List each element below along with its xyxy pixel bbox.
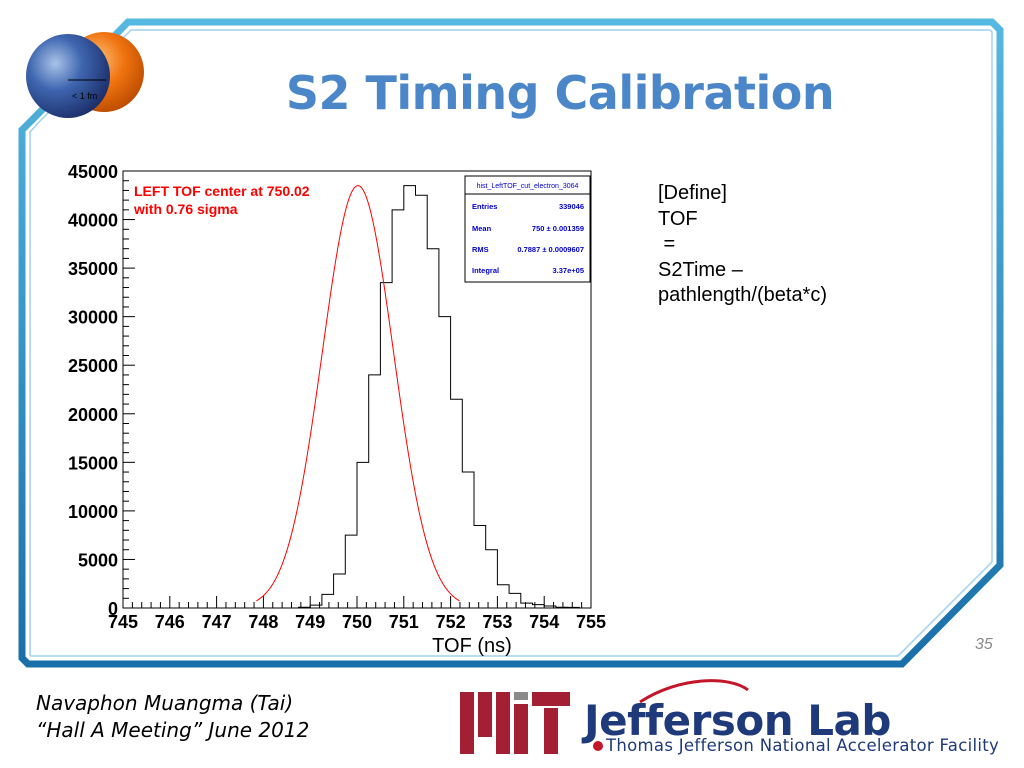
x-tick-label: 752 (436, 612, 466, 632)
y-tick-label: 30000 (68, 308, 118, 328)
x-tick-label: 753 (482, 612, 512, 632)
x-tick-label: 749 (295, 612, 325, 632)
y-tick-label: 35000 (68, 259, 118, 279)
stats-box: hist_LeftTOF_cut_electron_3064 Entries 3… (464, 175, 591, 283)
x-tick-label: 754 (529, 612, 559, 632)
stats-row-label: Integral (472, 266, 499, 275)
chart-annotation-line1: LEFT TOF center at 750.02 (134, 183, 310, 199)
y-tick-label: 15000 (68, 453, 118, 473)
stats-row-value: 3.37e+05 (553, 266, 585, 275)
x-tick-label: 751 (389, 612, 419, 632)
stats-row-label: RMS (472, 245, 489, 254)
jlab-subtitle: Thomas Jefferson National Accelerator Fa… (606, 736, 1000, 755)
x-tick-label: 755 (576, 612, 606, 632)
x-tick-label: 747 (202, 612, 232, 632)
y-tick-label: 40000 (68, 211, 118, 231)
stats-row-value: 0.7887 ± 0.0009607 (517, 245, 584, 254)
y-tick-label: 10000 (68, 502, 118, 522)
author-footer: Navaphon Muangma (Tai) “Hall A Meeting” … (36, 690, 309, 744)
mit-logo-icon (460, 692, 570, 754)
jlab-swoosh-icon (639, 679, 749, 704)
slide-title: S2 Timing Calibration (285, 66, 835, 120)
y-tick-label: 25000 (68, 356, 118, 376)
stats-row-value: 750 ± 0.001359 (532, 224, 584, 233)
x-tick-label: 750 (342, 612, 372, 632)
x-tick-label: 745 (108, 612, 138, 632)
y-tick-label: 45000 (68, 162, 118, 182)
x-tick-label: 746 (155, 612, 185, 632)
x-axis-title: TOF (ns) (432, 635, 512, 657)
stats-row-label: Entries (472, 202, 497, 211)
blue-sphere-icon (26, 34, 110, 118)
histogram-series (123, 185, 591, 609)
slide-frame-inner (29, 29, 993, 657)
meeting-name: “Hall A Meeting” June 2012 (36, 718, 310, 742)
stats-row-value: 339046 (559, 202, 584, 211)
y-tick-label: 5000 (78, 550, 118, 570)
x-tick-label: 748 (248, 612, 278, 632)
scale-label: < 1 fm (72, 91, 98, 101)
plot-layer: 745 746 747 748 749 750 751 752 753 754 755 0 5000 10… (68, 162, 606, 632)
jlab-dot-icon (593, 741, 603, 751)
y-tick-label: 20000 (68, 405, 118, 425)
chart-annotation-line2: with 0.76 sigma (133, 201, 238, 217)
jlab-name: Jefferson Lab (584, 696, 891, 745)
author-name: Navaphon Muangma (Tai) (36, 691, 294, 715)
definition-text: [Define] TOF = S2Time – pathlength/(beta… (658, 182, 828, 306)
stats-box-title: hist_LeftTOF_cut_electron_3064 (477, 183, 579, 190)
gaussian-fit-curve (256, 185, 460, 602)
y-tick-label: 0 (108, 599, 118, 619)
page-number: 35 (975, 636, 993, 653)
stats-row-label: Mean (472, 224, 492, 233)
